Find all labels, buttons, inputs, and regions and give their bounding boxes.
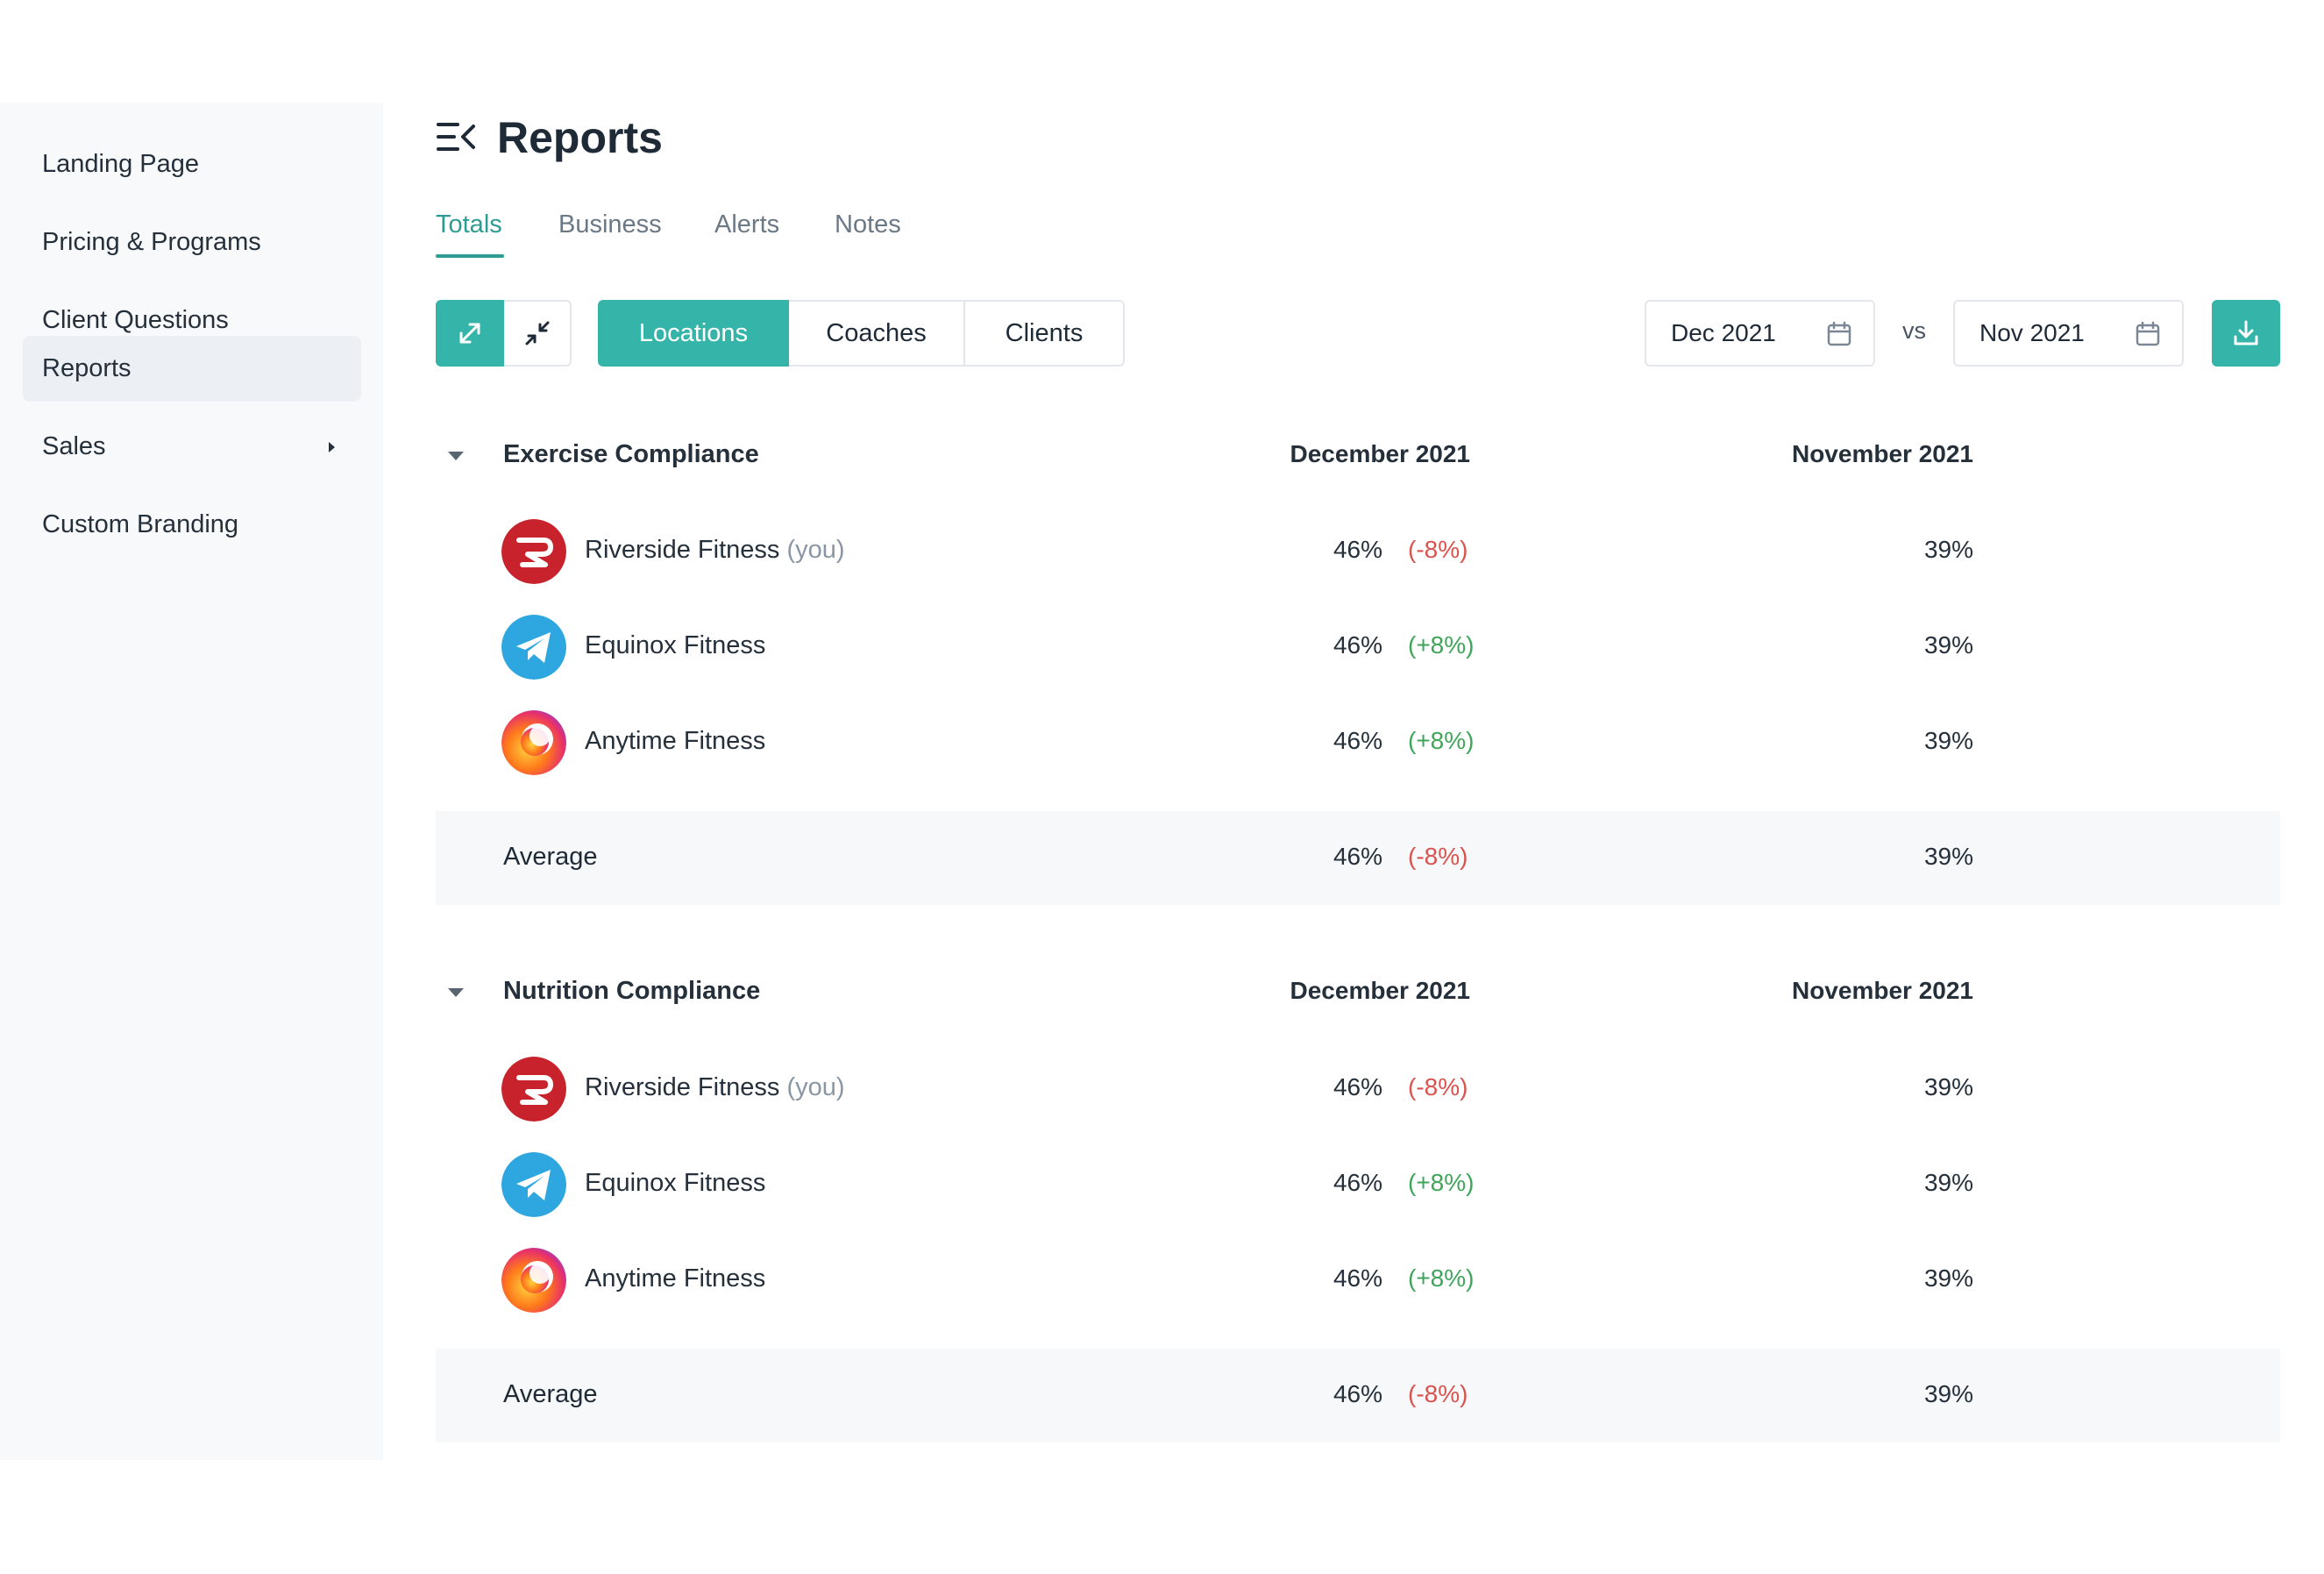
sidebar-item-custom-branding[interactable]: Custom Branding — [23, 492, 361, 558]
you-tag: (you) — [786, 536, 845, 564]
sidebar-item-reports[interactable]: Reports — [23, 336, 361, 402]
delta-value: (+8%) — [1408, 727, 1475, 754]
tab-business[interactable]: Business — [558, 210, 662, 239]
segment-locations[interactable]: Locations — [598, 300, 789, 367]
segment-coaches[interactable]: Coaches — [789, 300, 965, 367]
sidebar-item-label: Custom Branding — [42, 510, 239, 538]
average-label: Average — [503, 1380, 598, 1408]
column-header-current: December 2021 — [1290, 440, 1470, 467]
previous-value: 39% — [1923, 727, 1973, 754]
delta-value: (+8%) — [1408, 631, 1475, 659]
delta-value: (+8%) — [1408, 1169, 1475, 1196]
active-tab-indicator — [436, 254, 504, 258]
sidebar-item-label: Sales — [42, 432, 106, 460]
sidebar-item-label: Landing Page — [42, 150, 199, 178]
average-delta-value: (-8%) — [1408, 1380, 1468, 1407]
average-label: Average — [503, 843, 598, 871]
riverside-logo-icon — [501, 519, 566, 584]
sidebar-item-label: Client Questions — [42, 306, 229, 334]
segment-clients[interactable]: Clients — [965, 300, 1125, 367]
page-title: Reports — [497, 113, 663, 162]
collapse-all-button[interactable] — [504, 300, 572, 367]
current-value: 46% — [1333, 536, 1382, 563]
section-title: Nutrition Compliance — [503, 977, 761, 1005]
collapse-icon — [525, 321, 549, 345]
equinox-logo-icon — [501, 1152, 566, 1217]
download-button[interactable] — [2212, 300, 2280, 367]
column-header-current: December 2021 — [1290, 977, 1470, 1004]
previous-value: 39% — [1923, 631, 1973, 659]
tab-alerts[interactable]: Alerts — [714, 210, 780, 239]
current-value: 46% — [1333, 727, 1382, 754]
current-value: 46% — [1333, 1169, 1382, 1196]
average-row — [436, 811, 2280, 905]
anytime-logo-icon — [501, 1248, 566, 1313]
sidebar-item-client-questions[interactable]: Client Questions — [23, 288, 361, 353]
sidebar: Landing Page Pricing & Programs Client Q… — [0, 103, 383, 1460]
vs-label: vs — [1902, 317, 1926, 344]
equinox-logo-icon — [501, 615, 566, 680]
location-name: Riverside Fitness (you) — [585, 536, 845, 564]
average-current-value: 46% — [1333, 1380, 1382, 1407]
previous-value: 39% — [1923, 1264, 1973, 1292]
collapse-caret-icon[interactable] — [448, 988, 464, 997]
delta-value: (-8%) — [1408, 536, 1468, 563]
column-header-previous: November 2021 — [1791, 977, 1973, 1004]
sidebar-item-label: Pricing & Programs — [42, 228, 261, 256]
current-period-picker[interactable]: Dec 2021 — [1645, 300, 1875, 367]
location-name: Equinox Fitness — [585, 631, 766, 659]
expand-icon — [459, 323, 480, 344]
compare-period-value: Nov 2021 — [1979, 319, 2085, 346]
current-period-value: Dec 2021 — [1671, 319, 1776, 346]
compare-period-picker[interactable]: Nov 2021 — [1953, 300, 2184, 367]
location-name: Riverside Fitness (you) — [585, 1073, 845, 1101]
collapse-menu-icon[interactable] — [437, 121, 475, 153]
tab-notes[interactable]: Notes — [835, 210, 901, 239]
average-previous-value: 39% — [1923, 843, 1973, 870]
calendar-icon — [2136, 321, 2160, 346]
tab-totals[interactable]: Totals — [436, 210, 502, 239]
average-current-value: 46% — [1333, 843, 1382, 870]
location-name: Equinox Fitness — [585, 1169, 766, 1197]
collapse-caret-icon[interactable] — [448, 452, 464, 460]
current-value: 46% — [1333, 1073, 1382, 1100]
average-previous-value: 39% — [1923, 1380, 1973, 1407]
download-icon — [2234, 320, 2258, 345]
average-row — [436, 1349, 2280, 1442]
calendar-icon — [1827, 321, 1851, 346]
section-title: Exercise Compliance — [503, 440, 759, 468]
previous-value: 39% — [1923, 536, 1973, 563]
sidebar-item-landing-page[interactable]: Landing Page — [23, 132, 361, 197]
sidebar-item-pricing-programs[interactable]: Pricing & Programs — [23, 210, 361, 275]
average-delta-value: (-8%) — [1408, 843, 1468, 870]
previous-value: 39% — [1923, 1169, 1973, 1196]
location-name: Anytime Fitness — [585, 727, 766, 755]
column-header-previous: November 2021 — [1791, 440, 1973, 467]
current-value: 46% — [1333, 631, 1382, 659]
expand-all-button[interactable] — [436, 300, 504, 367]
current-value: 46% — [1333, 1264, 1382, 1292]
delta-value: (+8%) — [1408, 1264, 1475, 1292]
previous-value: 39% — [1923, 1073, 1973, 1100]
location-name: Anytime Fitness — [585, 1264, 766, 1293]
riverside-logo-icon — [501, 1057, 566, 1122]
you-tag: (you) — [786, 1073, 845, 1101]
sidebar-item-sales[interactable]: Sales — [23, 414, 361, 480]
chevron-right-icon — [329, 441, 335, 452]
delta-value: (-8%) — [1408, 1073, 1468, 1100]
sidebar-item-label: Reports — [42, 354, 131, 382]
anytime-logo-icon — [501, 710, 566, 775]
